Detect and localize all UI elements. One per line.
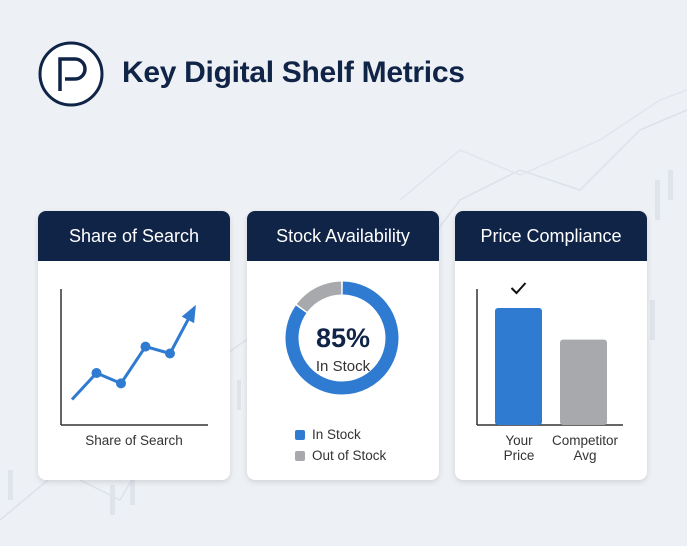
- stock-availability-card: Stock Availability 85% In Stock In Stock…: [247, 211, 439, 480]
- legend-label: Out of Stock: [312, 448, 387, 463]
- data-point: [140, 341, 151, 352]
- card-title: Price Compliance: [455, 211, 647, 261]
- card-title: Share of Search: [38, 211, 230, 261]
- legend-label: In Stock: [312, 427, 361, 442]
- price-compliance-card: Price Compliance Your Price Competitor A…: [455, 211, 647, 480]
- line-chart: [60, 289, 208, 426]
- page-title: Key Digital Shelf Metrics: [122, 56, 465, 89]
- share-of-search-card: Share of Search Share of Search: [38, 211, 230, 480]
- data-point: [165, 348, 175, 359]
- data-point: [116, 378, 126, 389]
- legend-swatch-blue: [295, 429, 305, 440]
- stock-percent: 85%: [315, 323, 371, 353]
- bar-chart: [476, 282, 623, 426]
- donut-slice-out-of-stock: [296, 281, 342, 313]
- donut-slice-in-stock: [285, 281, 399, 395]
- data-point: [91, 368, 102, 379]
- bar-competitor-avg: [560, 339, 607, 425]
- legend-out-of-stock: Out of Stock: [295, 448, 386, 463]
- bar-your-price: [495, 308, 542, 425]
- donut-chart: [285, 281, 399, 395]
- x-axis-label: Share of Search: [85, 433, 183, 448]
- bar-label-competitor-avg: Competitor Avg: [551, 433, 619, 463]
- logo: [38, 41, 104, 107]
- card-title: Stock Availability: [247, 211, 439, 261]
- checkmark-icon: [510, 282, 527, 295]
- arrow-head-icon: [181, 304, 196, 324]
- legend-in-stock: In Stock: [295, 427, 361, 442]
- legend-swatch-gray: [295, 450, 305, 461]
- series-line: [70, 306, 196, 401]
- bar-label-your-price: Your Price: [503, 433, 535, 463]
- stock-percent-label: In Stock: [315, 358, 371, 375]
